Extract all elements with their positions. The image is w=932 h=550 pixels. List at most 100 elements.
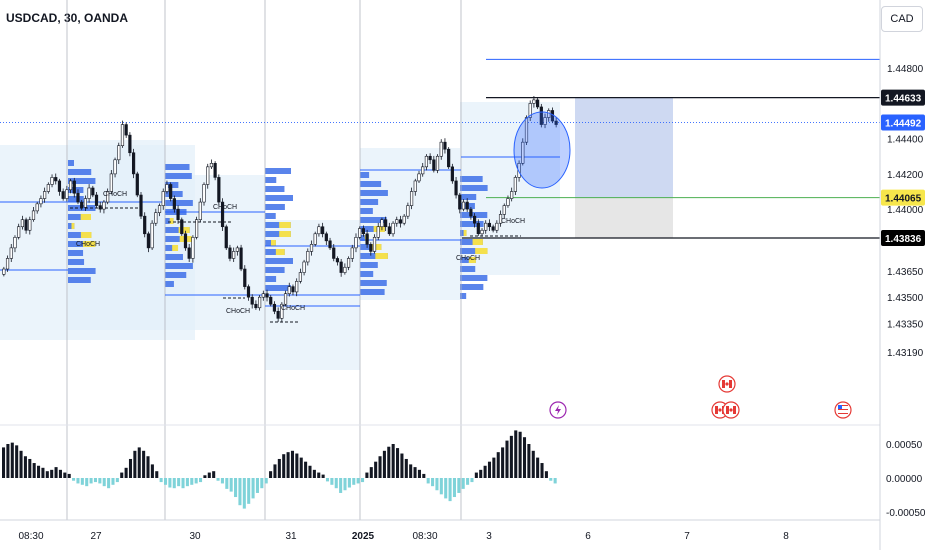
oscillator-bar [32, 463, 36, 478]
candle-body [398, 219, 403, 224]
candle-body [250, 296, 254, 305]
candles [2, 96, 558, 323]
oscillator-bar [286, 452, 290, 478]
candle-body [435, 155, 440, 171]
candle [295, 278, 299, 297]
oscillator-bar [199, 478, 203, 483]
oscillator-bar [159, 478, 163, 483]
candle [20, 215, 24, 230]
candle-body [380, 219, 384, 228]
oscillator-bar [295, 453, 299, 478]
currency-button[interactable]: CAD [881, 6, 923, 32]
volume-profile-poc-bar [279, 231, 291, 237]
candle-body [269, 296, 273, 305]
candle-body [406, 205, 410, 217]
candle [102, 199, 106, 214]
time-tick-label: 3 [486, 531, 492, 542]
volume-profile-bar [265, 231, 291, 237]
candle [39, 195, 43, 208]
canada-flag-icon [718, 375, 736, 393]
candle [298, 268, 302, 284]
volume-profile-bar [460, 284, 484, 290]
oscillator-bar [207, 472, 211, 478]
candle-body [198, 201, 202, 220]
stop-zone [575, 197, 673, 239]
volume-profile-poc-bar [475, 248, 488, 254]
time-tick-label: 6 [585, 531, 591, 542]
candle-body [443, 141, 447, 150]
candle [313, 231, 317, 247]
candle-body [106, 191, 110, 203]
oscillator-bar [409, 464, 413, 478]
volume-profile-bar [460, 293, 467, 299]
candle [124, 122, 128, 138]
candle [554, 117, 558, 128]
oscillator-pane: 0.00050 0.00000 -0.00050 [0, 424, 926, 519]
volume-profile-poc-bar [83, 241, 96, 247]
candle [532, 96, 536, 108]
candle [246, 284, 251, 301]
price-label-box [881, 230, 925, 247]
candle-body [150, 222, 154, 249]
time-tick-label: 27 [90, 531, 102, 542]
candle-body [72, 180, 76, 194]
candle [172, 195, 176, 213]
candle-body [180, 219, 184, 235]
candle [291, 284, 295, 296]
oscillator-tick-label: -0.00050 [886, 508, 926, 519]
volume-profile-bar [360, 280, 387, 286]
oscillator-bar [299, 457, 303, 478]
candle [384, 216, 388, 231]
oscillator-bar [190, 478, 194, 485]
volume-profile-bar [68, 232, 92, 238]
candle [454, 177, 458, 199]
candle [350, 244, 354, 262]
candle-body [28, 219, 32, 231]
candle-body [309, 244, 314, 252]
candle-body [424, 155, 429, 168]
candle-body [384, 219, 388, 228]
oscillator-bar [461, 478, 465, 489]
take-profit-zone [575, 97, 673, 198]
oscillator-bar [413, 467, 417, 478]
oscillator-bar [304, 461, 308, 478]
candle [65, 185, 69, 202]
price-label: 1.44065 [881, 189, 925, 206]
oscillator-bar [93, 478, 98, 483]
candle-body [13, 237, 17, 249]
oscillator-bar [120, 472, 124, 478]
candle-body [139, 194, 143, 217]
candle-body [328, 240, 332, 249]
candle [421, 162, 425, 177]
candle [128, 132, 132, 157]
candle-body [76, 192, 80, 203]
candle [57, 178, 62, 196]
volume-profile-bar [360, 199, 379, 205]
volume-profile-bar [265, 186, 285, 192]
oscillator-bar [107, 478, 111, 489]
candle-body [461, 201, 466, 210]
volume-profile-bar [460, 239, 483, 245]
candle-body [154, 212, 158, 224]
price-label-text: 1.43836 [885, 234, 922, 245]
candle-body [206, 166, 210, 185]
candle [24, 217, 28, 234]
candle [106, 188, 110, 205]
candle-body [495, 222, 499, 231]
candle-body [128, 134, 132, 154]
candle-body [332, 247, 336, 259]
candle-body [428, 155, 432, 161]
volume-profile-bar [460, 212, 488, 218]
volume-profile-bar [265, 276, 277, 282]
candle-body [498, 214, 503, 224]
oscillator-bar [168, 478, 172, 488]
oscillator-bar [251, 478, 255, 499]
candle [195, 216, 199, 240]
oscillator-bar [89, 478, 93, 484]
candle-body [98, 205, 102, 210]
oscillator-bar [172, 478, 176, 489]
candle [465, 198, 469, 212]
price-tick-label: 1.43650 [887, 267, 924, 278]
candle [209, 159, 214, 169]
